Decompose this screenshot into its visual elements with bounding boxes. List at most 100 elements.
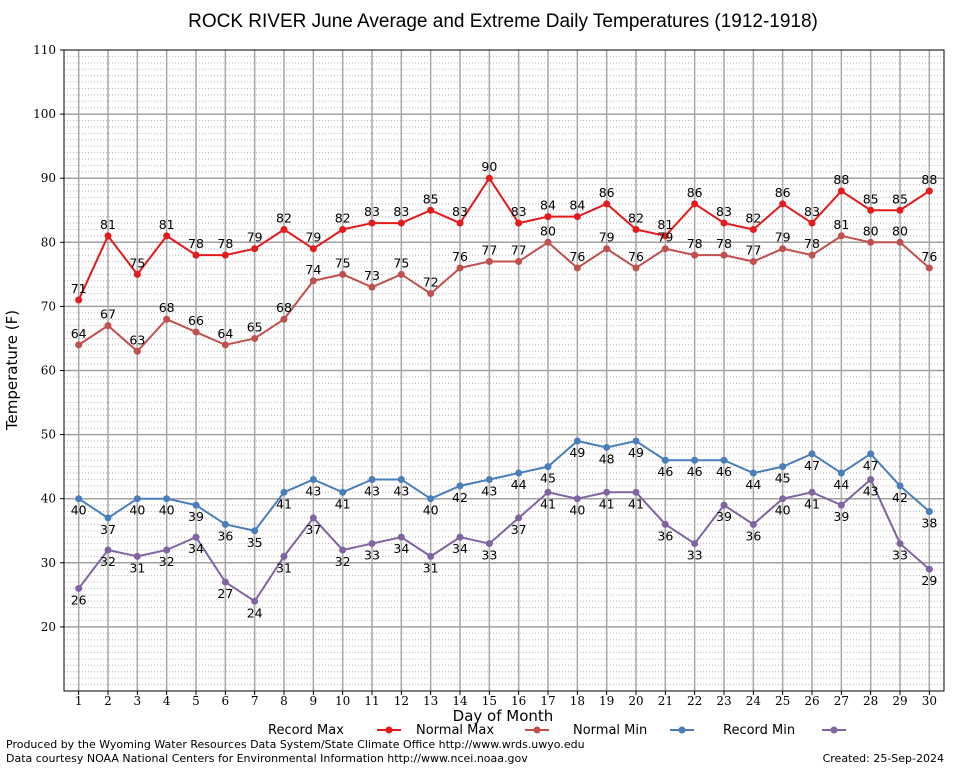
record-min-point: [515, 514, 523, 522]
normal-max-point: [251, 334, 259, 342]
normal-min-data-label: 40: [129, 503, 145, 518]
normal-min-point: [192, 501, 200, 509]
record-min-point: [280, 552, 288, 560]
record-min-line: [77, 477, 930, 603]
record-min-point: [397, 533, 405, 541]
normal-max-point: [867, 238, 875, 246]
x-tick-label: 16: [511, 694, 526, 708]
normal-max-data-label: 80: [540, 223, 556, 238]
normal-max-point: [485, 258, 493, 266]
y-tick-label: 100: [33, 107, 56, 121]
normal-max-point: [456, 264, 464, 272]
record-max-point: [192, 251, 200, 259]
x-tick-label: 28: [863, 694, 878, 708]
normal-min-point: [397, 475, 405, 483]
record-min-data-label: 36: [745, 528, 761, 543]
record-max-point: [397, 219, 405, 227]
record-min-point: [691, 540, 699, 548]
normal-max-point: [808, 251, 816, 259]
normal-max-data-label: 68: [159, 300, 175, 315]
legend-label-record-min: Record Min: [723, 723, 795, 738]
normal-max-point: [573, 264, 581, 272]
normal-max-point: [397, 270, 405, 278]
normal-min-data-label: 46: [657, 464, 673, 479]
x-tick-label: 20: [628, 694, 643, 708]
record-max-data-label: 82: [628, 210, 644, 225]
normal-max-point: [427, 290, 435, 298]
normal-max-point: [339, 270, 347, 278]
record-min-point: [75, 584, 83, 592]
normal-max-data-label: 80: [892, 223, 908, 238]
record-max-data-label: 82: [276, 210, 292, 225]
normal-max-data-label: 73: [364, 268, 380, 283]
record-max-point: [779, 200, 787, 208]
normal-max-data-label: 78: [804, 236, 820, 251]
record-max-data-label: 86: [687, 185, 703, 200]
normal-max-data-label: 72: [423, 275, 439, 290]
normal-min-data-label: 40: [71, 503, 87, 518]
series-group: [75, 174, 933, 605]
record-min-point: [192, 533, 200, 541]
record-min-data-label: 41: [599, 496, 615, 511]
record-min-point: [427, 552, 435, 560]
normal-max-point: [720, 251, 728, 259]
record-max-point: [925, 187, 933, 195]
record-min-data-label: 27: [217, 586, 233, 601]
normal-max-data-label: 74: [305, 262, 321, 277]
normal-min-data-label: 48: [599, 451, 615, 466]
legend-label-normal-max: Normal Max: [416, 723, 494, 738]
record-min-data-label: 33: [687, 548, 703, 563]
record-max-data-label: 88: [921, 172, 937, 187]
record-max-point: [485, 174, 493, 182]
normal-min-data-label: 38: [921, 516, 937, 531]
record-max-data-label: 84: [569, 198, 585, 213]
normal-max-point: [368, 283, 376, 291]
record-min-point: [749, 520, 757, 528]
x-tick-label: 1: [75, 694, 83, 708]
normal-max-data-label: 78: [687, 236, 703, 251]
normal-min-point: [280, 488, 288, 496]
normal-max-data-label: 76: [569, 249, 585, 264]
record-max-point: [632, 225, 640, 233]
record-min-point: [837, 501, 845, 509]
record-max-point: [544, 213, 552, 221]
x-tick-label: 2: [104, 694, 112, 708]
x-tick-label: 11: [364, 694, 379, 708]
normal-min-data-label: 43: [364, 483, 380, 498]
record-max-data-label: 85: [863, 191, 879, 206]
y-axis-label: Temperature (F): [3, 310, 21, 431]
record-max-data-label: 81: [100, 217, 116, 232]
normal-max-point: [661, 245, 669, 253]
record-min-point: [925, 565, 933, 573]
normal-max-data-label: 67: [100, 307, 116, 322]
normal-max-data-label: 81: [833, 217, 849, 232]
record-max-data-label: 86: [775, 185, 791, 200]
record-min-point: [661, 520, 669, 528]
record-max-data-label: 84: [540, 198, 556, 213]
normal-max-data-label: 79: [657, 230, 673, 245]
y-tick-label: 90: [41, 171, 56, 185]
record-max-data-label: 85: [892, 191, 908, 206]
normal-max-point: [280, 315, 288, 323]
x-tick-label: 23: [716, 694, 731, 708]
record-max-point: [104, 232, 112, 240]
normal-max-point: [75, 341, 83, 349]
normal-min-point: [309, 475, 317, 483]
normal-max-point: [309, 277, 317, 285]
normal-min-line: [78, 439, 930, 532]
x-tick-label: 8: [280, 694, 288, 708]
record-min-point: [221, 578, 229, 586]
normal-min-data-label: 49: [569, 445, 585, 460]
normal-min-data-label: 44: [745, 477, 761, 492]
chart-title: ROCK RIVER June Average and Extreme Dail…: [188, 11, 818, 32]
normal-max-data-label: 79: [599, 230, 615, 245]
record-max-point: [456, 219, 464, 227]
record-max-point: [251, 245, 259, 253]
record-min-data-label: 34: [452, 541, 468, 556]
record-max-data-label: 88: [833, 172, 849, 187]
y-tick-label: 50: [41, 428, 56, 442]
record-min-data-label: 41: [628, 496, 644, 511]
y-tick-label: 30: [41, 556, 56, 570]
record-max-data-label: 83: [511, 204, 527, 219]
normal-min-point: [427, 495, 435, 503]
